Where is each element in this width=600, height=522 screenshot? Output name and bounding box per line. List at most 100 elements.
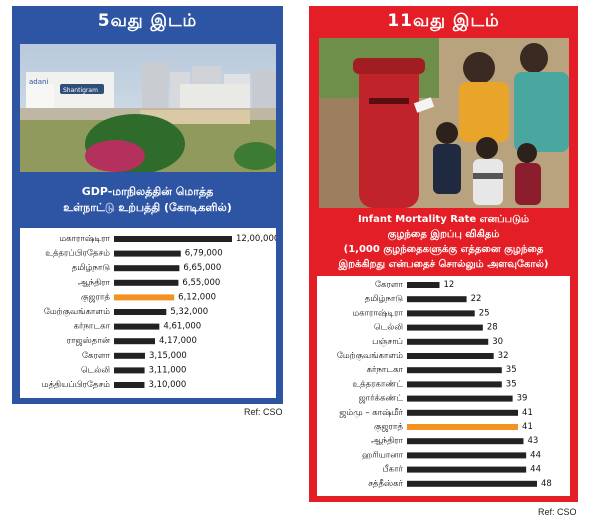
value-label: 35 xyxy=(506,365,517,375)
category-label: குஜராத் xyxy=(374,422,403,433)
bar xyxy=(407,310,475,317)
bar xyxy=(114,323,160,330)
bar xyxy=(407,353,494,359)
value-label: 44 xyxy=(530,450,541,460)
imr-subtitle: Infant Mortality Rate எனப்படும் குழந்தை … xyxy=(313,212,574,272)
bar xyxy=(114,352,145,359)
bar xyxy=(407,324,483,331)
imr-panel: 11வது இடம் Infant Mortality Rate எனப்படு… xyxy=(309,6,578,502)
imr-bar-chart: கேரளா 12 தமிழ்நாடு 22 மகாராஷ்டிரா 25 டெல்லி 28 ப… xyxy=(337,280,552,489)
bar xyxy=(407,296,467,303)
category-label: ஜார்க்கண்ட் xyxy=(359,394,405,404)
category-label: குஜராத் xyxy=(81,292,110,303)
category-label: ஹரியானா xyxy=(362,450,404,460)
category-label: ஆந்திரா xyxy=(371,436,404,446)
category-label: ராஜஸ்தான் xyxy=(67,336,111,346)
category-label: ஆந்திரா xyxy=(78,278,111,288)
category-label: ஜம்மு – காஷ்மீர் xyxy=(339,408,403,418)
gdp-subtitle: GDP-மாநிலத்தின் மொத்த உள்நாட்டு உற்பத்தி… xyxy=(12,184,283,216)
category-label: டெல்லி xyxy=(81,365,110,375)
category-label: கேரளா xyxy=(375,280,404,290)
gdp-chart-box: மகாராஷ்டிரா 12,00,000 உத்தரப்பிரதேசம் 6,79,… xyxy=(20,228,279,398)
category-label: மத்தியப்பிரதேசம் xyxy=(42,380,110,390)
value-label: 30 xyxy=(492,337,503,347)
city-skyline-photo: adani Shantigram xyxy=(20,44,276,172)
bar xyxy=(407,438,524,445)
category-label: மகாராஷ்டிரா xyxy=(352,308,403,318)
bar xyxy=(407,367,502,374)
value-label: 6,55,000 xyxy=(182,278,220,288)
category-label: கேரளா xyxy=(82,351,111,361)
category-label: தமிழ்நாடு xyxy=(365,294,404,304)
value-label: 41 xyxy=(522,408,533,418)
category-label: பஞ்சாப் xyxy=(372,337,403,347)
imr-source: Ref: CSO xyxy=(538,507,577,517)
bar xyxy=(114,265,180,272)
bar xyxy=(407,452,527,459)
value-label: 43 xyxy=(527,436,538,446)
highlight-bar xyxy=(407,424,519,430)
category-label: மகாராஷ்டிரா xyxy=(59,234,110,244)
category-label: கர்நாடகா xyxy=(367,365,404,375)
value-label: 22 xyxy=(471,294,482,304)
bar xyxy=(114,367,145,374)
bar xyxy=(114,236,232,242)
value-label: 5,32,000 xyxy=(170,307,208,317)
value-label: 6,65,000 xyxy=(183,263,221,273)
bar xyxy=(114,309,167,315)
bar xyxy=(407,409,519,416)
value-label: 25 xyxy=(479,308,490,318)
imr-rank-title: 11வது இடம் xyxy=(387,11,500,31)
value-label: 48 xyxy=(541,479,552,489)
category-label: உத்தரப்பிரதேசம் xyxy=(45,249,110,259)
value-label: 28 xyxy=(487,323,498,333)
bar xyxy=(114,279,179,286)
value-label: 6,79,000 xyxy=(185,249,223,259)
imr-subtitle-line3: (1,000 குழந்தைகளுக்கு எத்தனை குழந்தை xyxy=(343,244,544,255)
bar xyxy=(407,381,502,388)
value-label: 12,00,000 xyxy=(236,234,276,244)
value-label: 41 xyxy=(522,422,533,432)
bar xyxy=(114,382,145,388)
gdp-source: Ref: CSO xyxy=(244,407,283,417)
bar xyxy=(114,250,181,257)
value-label: 39 xyxy=(517,394,528,404)
gdp-subtitle-line2: உள்நாட்டு உற்பத்தி (கோடிகளில்) xyxy=(63,201,232,214)
category-label: கர்நாடகா xyxy=(74,322,111,332)
category-label: டெல்லி xyxy=(374,323,403,333)
category-label: மேற்குவங்காளம் xyxy=(337,351,403,362)
value-label: 32 xyxy=(498,351,509,361)
shantigram-sign: Shantigram xyxy=(63,87,98,94)
bar xyxy=(407,466,527,473)
bar xyxy=(114,338,156,345)
postbox-children-photo xyxy=(319,38,569,208)
value-label: 44 xyxy=(530,465,541,475)
bar xyxy=(407,282,440,288)
value-label: 3,15,000 xyxy=(149,351,187,361)
value-label: 12 xyxy=(444,280,455,290)
imr-subtitle-line4: இறக்கிறது என்பதைச் சொல்லும் அளவுகோல்) xyxy=(338,259,549,270)
imr-subtitle-line2: குழந்தை இறப்பு விகிதம் xyxy=(387,229,500,240)
category-label: உத்தரகாண்ட் xyxy=(352,379,404,389)
value-label: 35 xyxy=(506,379,517,389)
imr-chart-box: கேரளா 12 தமிழ்நாடு 22 மகாராஷ்டிரா 25 டெல்லி 28 ப… xyxy=(317,276,570,496)
imr-subtitle-line1: Infant Mortality Rate எனப்படும் xyxy=(357,214,530,225)
value-label: 4,17,000 xyxy=(159,336,197,346)
category-label: சத்தீஸ்கர் xyxy=(368,479,403,489)
highlight-bar xyxy=(114,294,175,301)
gdp-bar-chart: மகாராஷ்டிரா 12,00,000 உத்தரப்பிரதேசம் 6,79,… xyxy=(42,234,279,390)
value-label: 3,10,000 xyxy=(148,380,186,390)
bar xyxy=(407,338,489,345)
gdp-rank-title: 5வது இடம் xyxy=(97,11,198,31)
value-label: 3,11,000 xyxy=(149,365,187,375)
bar xyxy=(407,480,537,487)
category-label: மேற்குவங்காளம் xyxy=(44,307,110,318)
gdp-subtitle-line1: GDP-மாநிலத்தின் மொத்த xyxy=(81,185,214,198)
category-label: பீகார் xyxy=(382,465,403,475)
category-label: தமிழ்நாடு xyxy=(72,263,111,273)
bar xyxy=(407,395,513,402)
value-label: 4,61,000 xyxy=(163,322,201,332)
gdp-panel: 5வது இடம் adani Shantigram xyxy=(12,6,283,404)
adani-sign: adani xyxy=(29,78,48,86)
value-label: 6,12,000 xyxy=(178,292,216,302)
